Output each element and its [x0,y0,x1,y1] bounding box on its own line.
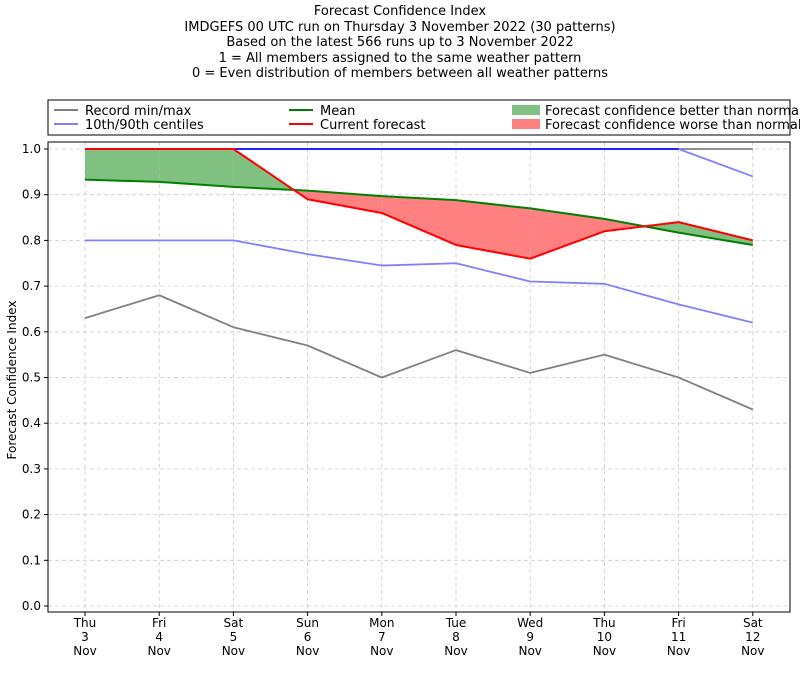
x-tick-label: Sat [224,616,244,630]
y-tick-label: 0.3 [22,462,41,476]
y-axis-label: Forecast Confidence Index [5,301,19,460]
x-tick-label: 6 [304,630,312,644]
x-tick-label: Tue [445,616,467,630]
better-than-normal-area [644,222,679,233]
series-line-layer [84,148,754,411]
x-tick-label: Nov [667,644,690,658]
confidence-fill-layer [85,149,753,259]
x-tick-label: Nov [147,644,170,658]
x-tick-label: 8 [452,630,460,644]
x-tick-label: Fri [671,616,685,630]
y-tick-label: 0.5 [22,371,41,385]
worse-than-normal-area [530,208,605,259]
y-tick-label: 0.0 [22,599,41,613]
x-tick-label: Nov [444,644,467,658]
worse-than-normal-area [456,200,531,259]
x-tick-label: 7 [378,630,386,644]
x-tick-label: Sun [296,616,319,630]
chart-subtitle-scale-min: 0 = Even distribution of members between… [191,66,609,82]
current-line [85,148,754,260]
x-tick-label: 3 [81,630,89,644]
chart-subtitle-scale-max: 1 = All members assigned to the same wea… [218,50,582,66]
x-tick-label: Mon [369,616,394,630]
x-tick-label: 4 [155,630,163,644]
x-tick-label: 5 [230,630,238,644]
tick-layer: 0.00.10.20.30.40.50.60.70.80.91.0Thu3Nov… [22,142,765,658]
legend-swatch-worse [512,119,540,129]
better-than-normal-area [678,222,753,245]
worse-than-normal-area [307,190,382,213]
x-tick-label: Nov [518,644,541,658]
y-tick-label: 0.4 [22,416,41,430]
x-tick-label: Wed [517,616,543,630]
y-tick-label: 0.9 [22,188,41,202]
legend-label-worse: Forecast confidence worse than normal [545,118,800,133]
x-tick-label: 11 [671,630,686,644]
legend-label-current: Current forecast [320,118,426,133]
x-tick-label: 10 [597,630,612,644]
y-tick-label: 0.6 [22,325,41,339]
y-tick-label: 0.7 [22,279,41,293]
x-tick-label: Nov [296,644,319,658]
grid-layer [48,142,790,612]
better-than-normal-area [159,149,234,187]
legend-label-better: Forecast confidence better than normal [545,104,800,119]
better-than-normal-area [85,149,160,182]
legend: Record min/max Mean Forecast confidence be… [47,99,800,136]
chart-subtitle-basis: Based on the latest 566 runs up to 3 Nov… [226,35,574,51]
y-tick-label: 0.2 [22,508,41,522]
legend-label-record: Record min/max [85,104,192,119]
record-min-line [84,294,754,411]
x-tick-label: Thu [73,616,97,630]
legend-label-centile: 10th/90th centiles [85,118,204,133]
x-tick-label: Fri [152,616,166,630]
x-tick-label: Thu [592,616,616,630]
x-tick-label: Nov [370,644,393,658]
x-tick-label: 9 [526,630,534,644]
x-tick-label: Nov [593,644,616,658]
x-tick-label: Nov [222,644,245,658]
x-tick-label: Nov [741,644,764,658]
chart-subtitle-run: IMDGEFS 00 UTC run on Thursday 3 Novembe… [184,19,616,35]
chart-title: Forecast Confidence Index [313,4,487,19]
y-tick-label: 0.1 [22,553,41,567]
legend-label-mean: Mean [320,104,355,119]
y-tick-label: 0.8 [22,233,41,247]
worse-than-normal-area [381,196,456,245]
worse-than-normal-area [604,218,645,232]
legend-swatch-better [512,105,540,115]
centile-10-line [85,239,754,324]
legend-box [47,99,791,136]
x-tick-label: Nov [73,644,96,658]
x-tick-label: 12 [745,630,760,644]
x-tick-label: Sat [743,616,763,630]
chart-title-block: Forecast Confidence Index IMDGEFS 00 UTC… [0,4,800,82]
y-tick-label: 1.0 [22,142,41,156]
